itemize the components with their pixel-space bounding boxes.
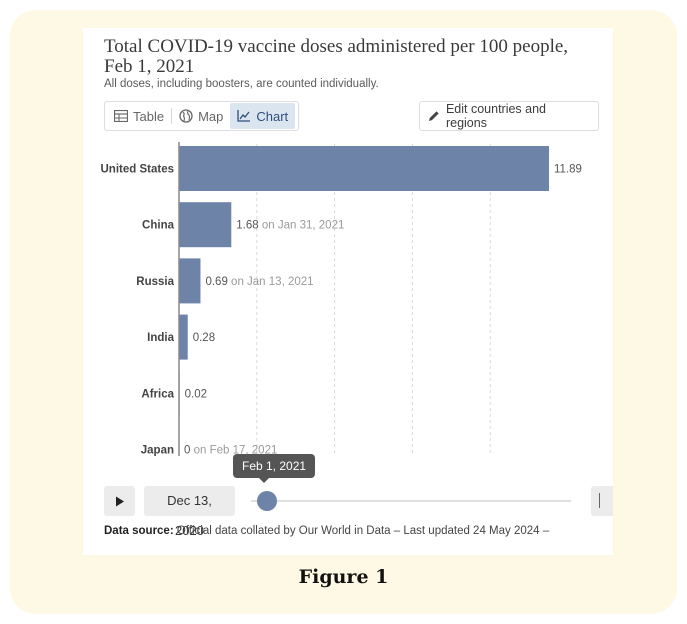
category-label: India xyxy=(147,332,174,344)
timeline-handle[interactable] xyxy=(257,491,277,511)
value-note: on Jan 13, 2021 xyxy=(228,276,314,288)
bar-chart: United States 11.89 China 1.68 on Jan 31, 2… xyxy=(101,142,582,457)
bar xyxy=(179,314,188,360)
value-label: 0 on Feb 17, 2021 xyxy=(184,445,277,457)
category-label: Africa xyxy=(141,388,174,400)
tab-map[interactable]: Map xyxy=(172,103,230,129)
value-note: on Jan 31, 2021 xyxy=(259,220,345,232)
value-label: 0.69 on Jan 13, 2021 xyxy=(205,276,313,288)
edit-countries-button[interactable]: Edit countries and regions xyxy=(419,101,599,131)
bar xyxy=(179,202,232,248)
timeline-tooltip: Feb 1, 2021 xyxy=(233,454,316,483)
end-marker-icon xyxy=(599,493,600,508)
tab-map-label: Map xyxy=(198,108,224,124)
chart-title: Total COVID-19 vaccine doses administere… xyxy=(104,36,569,77)
data-source-line: Data source: Official data collated by O… xyxy=(104,525,549,537)
timeline-track[interactable] xyxy=(251,500,571,502)
tab-table[interactable]: Table xyxy=(107,103,171,129)
timeline-start-date[interactable]: Dec 13, 2020 xyxy=(144,486,235,538)
chart-subtitle: All doses, including boosters, are count… xyxy=(104,78,379,90)
bar xyxy=(179,146,550,191)
category-label: China xyxy=(142,220,175,232)
tab-chart[interactable]: Chart xyxy=(230,103,296,129)
pencil-icon xyxy=(428,111,439,121)
play-button[interactable] xyxy=(104,486,135,516)
bar xyxy=(179,258,201,304)
category-label: Russia xyxy=(136,276,174,288)
tab-chart-label: Chart xyxy=(256,108,289,124)
tab-divider xyxy=(171,108,173,124)
timeline-end-date[interactable] xyxy=(591,486,613,516)
view-tabs: Table Map Chart xyxy=(104,101,299,131)
edit-countries-label: Edit countries and regions xyxy=(445,102,547,130)
play-icon xyxy=(115,496,124,506)
data-source-text: Official data collated by Our World in D… xyxy=(176,525,550,537)
value-label: 0.28 xyxy=(193,332,215,344)
category-label: Japan xyxy=(141,445,174,457)
tab-table-label: Table xyxy=(133,108,165,124)
value-note: on Feb 17, 2021 xyxy=(190,445,277,457)
category-label: United States xyxy=(101,164,175,176)
figure-caption: Figure 1 xyxy=(298,566,389,588)
line-chart-icon xyxy=(237,110,251,122)
globe-icon xyxy=(179,109,193,123)
chart-card: Total COVID-19 vaccine doses administere… xyxy=(83,28,613,555)
value-label: 0.02 xyxy=(185,388,207,400)
value-label: 11.89 xyxy=(554,164,582,176)
table-icon xyxy=(114,110,128,122)
data-source-label: Data source: xyxy=(104,525,174,537)
value-label: 1.68 on Jan 31, 2021 xyxy=(236,220,344,232)
